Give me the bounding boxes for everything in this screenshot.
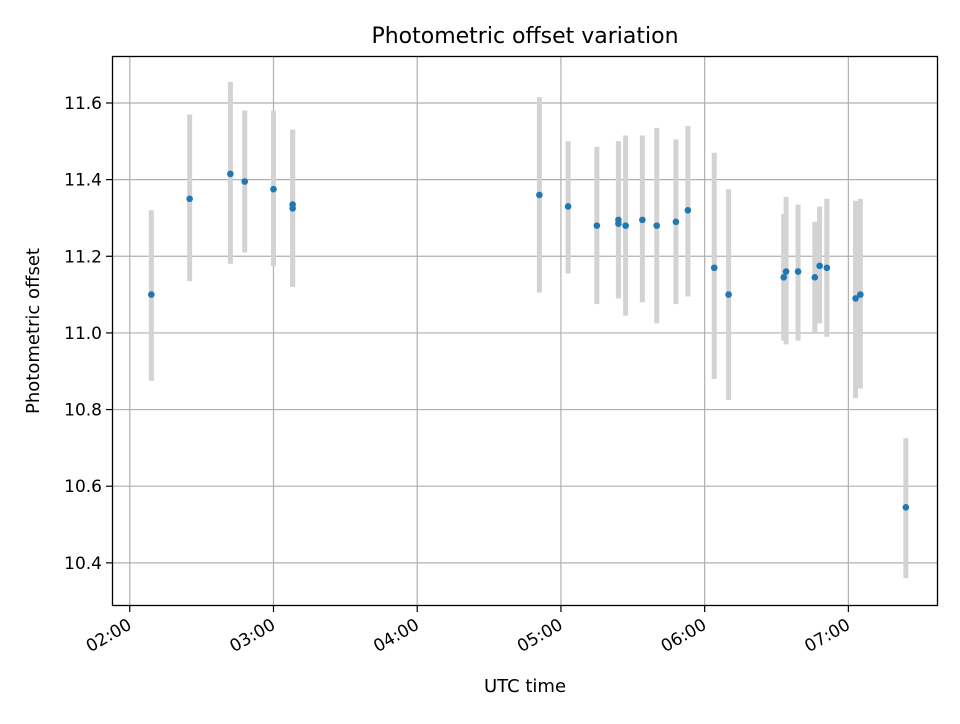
data-point [270, 185, 277, 193]
data-point [186, 195, 193, 203]
y-tick-label: 10.6 [64, 477, 102, 497]
data-point [672, 218, 680, 226]
data-point [857, 291, 864, 298]
data-point [148, 291, 155, 298]
x-axis-label: UTC time [484, 676, 566, 697]
chart-title: Photometric offset variation [371, 24, 678, 49]
y-tick-label: 11.0 [64, 324, 102, 344]
y-tick-label: 10.8 [64, 401, 102, 421]
data-point [622, 222, 629, 229]
data-point [823, 264, 831, 272]
data-point [536, 191, 543, 199]
data-point [684, 206, 692, 214]
data-point [710, 264, 718, 272]
data-point [725, 291, 732, 298]
data-point [811, 274, 819, 281]
data-point [816, 262, 823, 270]
y-tick-label: 11.2 [64, 247, 102, 267]
data-point [289, 205, 296, 212]
data-point [782, 268, 790, 275]
data-point [780, 274, 787, 281]
data-point [227, 170, 234, 178]
y-axis-ticks: 10.4 10.6 10.8 11.0 11.2 11.4 11.6 [64, 94, 113, 574]
data-point [615, 216, 622, 224]
y-axis-label: Photometric offset [23, 248, 44, 414]
data-point [564, 203, 572, 210]
y-tick-label: 11.6 [64, 94, 102, 114]
data-point [639, 216, 646, 224]
data-point [593, 222, 601, 229]
plot-frame [111, 55, 939, 607]
data-point [852, 295, 859, 302]
data-point [653, 222, 661, 229]
data-points [148, 170, 910, 511]
data-point [902, 503, 910, 511]
y-tick-label: 10.4 [64, 554, 102, 574]
data-point [241, 178, 249, 185]
y-tick-label: 11.4 [64, 171, 102, 191]
data-point [794, 268, 802, 275]
